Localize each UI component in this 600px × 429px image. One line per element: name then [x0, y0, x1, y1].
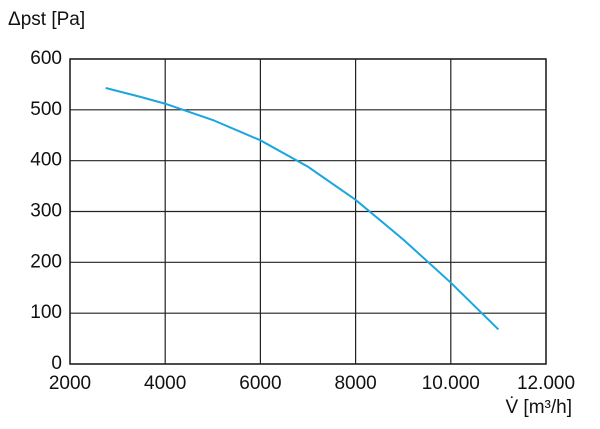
x-tick-label: 12.000	[517, 373, 575, 394]
x-tick-label: 10.000	[422, 373, 480, 394]
y-tick-label: 0	[51, 353, 62, 374]
curve	[105, 87, 500, 331]
y-tick-label: 500	[30, 99, 62, 120]
y-tick-label: 600	[30, 48, 62, 69]
x-tick-label: 2000	[49, 373, 91, 394]
y-tick-label: 300	[30, 201, 62, 222]
y-axis-label: Δpst [Pa]	[8, 9, 85, 30]
x-tick-label: 8000	[334, 373, 376, 394]
y-tick-label: 400	[30, 150, 62, 171]
x-tick-label: 6000	[239, 373, 281, 394]
y-tick-label: 100	[30, 302, 62, 323]
x-axis-label: V̇ [m³/h]	[505, 397, 572, 418]
plot-border	[69, 58, 547, 365]
x-tick-label: 4000	[144, 373, 186, 394]
y-tick-label: 200	[30, 251, 62, 272]
